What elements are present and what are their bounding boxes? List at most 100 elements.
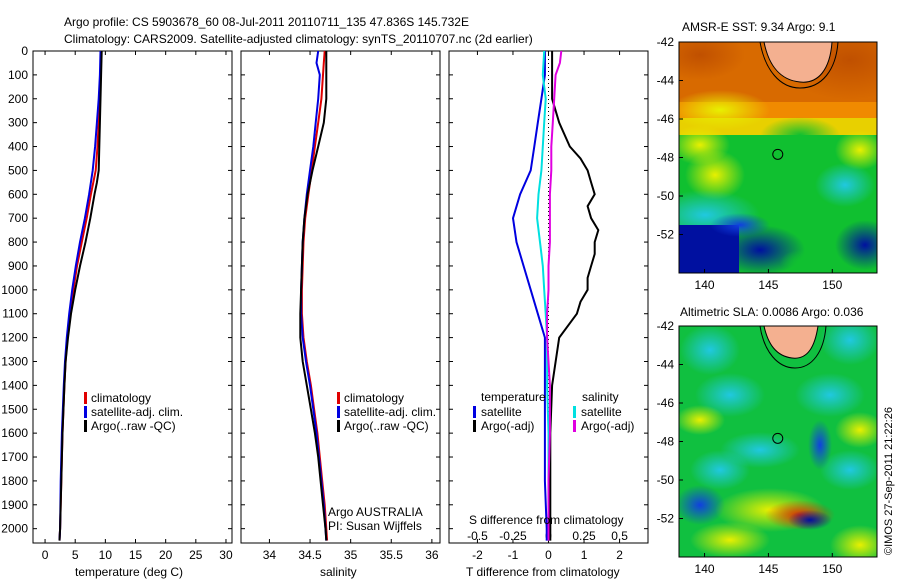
legend-label-s-satellite: satellite (581, 405, 622, 419)
header-title-line1: Argo profile: CS 5903678_60 08-Jul-2011 … (64, 15, 469, 29)
map-y-tick-label: -52 (657, 512, 675, 526)
legend-label-argo: Argo(..raw -QC) (91, 419, 176, 433)
y-tick-label: 1400 (1, 378, 28, 392)
series-line-t-argo-adj- (549, 51, 600, 541)
sst-map-title: AMSR-E SST: 9.34 Argo: 9.1 (682, 20, 836, 34)
legend-swatch-satellite (337, 406, 340, 418)
y-tick-label: 400 (8, 140, 28, 154)
y-tick-label: 1100 (2, 307, 28, 321)
map-x-tick-label: 140 (695, 562, 715, 576)
annotation-argo-australia: Argo AUSTRALIA (328, 505, 423, 519)
y-tick-label: 1700 (1, 450, 28, 464)
map-x-tick-label: 145 (758, 562, 778, 576)
legend-swatch-argo (337, 420, 340, 432)
map-y-tick-label: -48 (657, 151, 675, 165)
x-tick-label: 1 (581, 548, 588, 562)
salinity-legend: climatology satellite-adj. clim. Argo(..… (328, 391, 436, 533)
map-y-tick-label: -48 (657, 435, 675, 449)
x-tick-label: 0 (545, 548, 552, 562)
x-tick-label: 0 (42, 548, 49, 562)
x-axis-title-difference: T difference from climatology (466, 565, 620, 579)
temperature-legend: climatology satellite-adj. clim. Argo(..… (84, 391, 183, 433)
series-line-argo-raw-qc- (58, 50, 103, 541)
header-title-line2: Climatology: CARS2009. Satellite-adjuste… (64, 32, 533, 46)
map-y-tick-label: -42 (657, 319, 675, 333)
s-tick-label: -0.5 (467, 529, 488, 543)
y-tick-label: 1900 (1, 498, 28, 512)
legend-label-climatology: climatology (91, 391, 151, 405)
legend-swatch-t-argo (473, 420, 476, 432)
s-axis-title: S difference from climatology (469, 513, 624, 527)
sla-map-title: Altimetric SLA: 0.0086 Argo: 0.036 (680, 305, 864, 319)
legend-label-climatology: climatology (344, 391, 404, 405)
y-tick-label: 800 (8, 235, 28, 249)
y-tick-label: 2000 (1, 522, 28, 536)
map-x-tick-label: 145 (758, 278, 778, 292)
series-line-t-satellite (511, 51, 548, 541)
s-tick-label: 0.5 (611, 529, 628, 543)
copyright-stamp: ©IMOS 27-Sep-2011 21:22:26 (883, 407, 895, 555)
s-tick-label: 0.25 (572, 529, 596, 543)
x-tick-label: 35.5 (380, 548, 404, 562)
map-y-tick-label: -50 (657, 473, 675, 487)
temperature-panel: 0100200300400500600700800900100011001200… (1, 44, 233, 562)
y-tick-label: 600 (8, 187, 28, 201)
x-tick-label: -1 (508, 548, 519, 562)
annotation-pi: PI: Susan Wijffels (328, 519, 422, 533)
argo-location-marker (772, 148, 784, 160)
salinity-panel: 34 34.5 35 35.5 36 (240, 50, 441, 562)
x-axis-title-salinity: salinity (320, 565, 357, 579)
map-x-tick-label: 150 (822, 278, 842, 292)
x-tick-label: -2 (472, 548, 483, 562)
map-y-tick-label: -42 (657, 35, 675, 49)
x-tick-label: 10 (99, 548, 113, 562)
x-tick-label: 34.5 (298, 548, 322, 562)
x-tick-label: 34 (263, 548, 277, 562)
legend-label-t-argo: Argo(-adj) (481, 419, 534, 433)
y-tick-label: 1300 (1, 354, 28, 368)
y-tick-label: 700 (8, 211, 28, 225)
legend-label-s-argo: Argo(-adj) (581, 419, 634, 433)
y-tick-label: 900 (8, 259, 28, 273)
difference-legend: temperature salinity satellite Argo(-adj… (469, 390, 634, 527)
legend-label-argo: Argo(..raw -QC) (344, 419, 429, 433)
y-tick-label: 100 (8, 68, 28, 82)
x-tick-label: 35 (344, 548, 358, 562)
legend-label-satellite: satellite-adj. clim. (344, 405, 436, 419)
series-line-s-argo-adj- (546, 50, 563, 541)
map-y-tick-label: -44 (657, 74, 675, 88)
sst-map: AMSR-E SST: 9.34 Argo: 9.1 (678, 20, 878, 274)
x-tick-label: 20 (159, 548, 173, 562)
map-x-tick-label: 140 (695, 278, 715, 292)
map-y-tick-label: -52 (657, 228, 675, 242)
x-tick-label: 25 (189, 548, 203, 562)
legend-header-salinity: salinity (582, 390, 619, 404)
x-tick-label: 36 (425, 548, 439, 562)
y-tick-label: 0 (21, 44, 28, 58)
series-line-s-satellite (536, 50, 550, 541)
map-y-tick-label: -46 (657, 112, 675, 126)
legend-header-temperature: temperature (481, 390, 546, 404)
y-tick-label: 1000 (1, 283, 28, 297)
legend-swatch-s-argo (573, 420, 576, 432)
map-y-tick-label: -50 (657, 189, 675, 203)
argo-location-marker (772, 432, 784, 444)
series-line-argo-raw-qc- (299, 51, 328, 541)
y-tick-label: 300 (8, 116, 28, 130)
y-tick-label: 500 (8, 163, 28, 177)
legend-swatch-climatology (84, 392, 87, 404)
legend-swatch-satellite (84, 406, 87, 418)
map-x-tick-label: 150 (822, 562, 842, 576)
legend-swatch-s-satellite (573, 406, 576, 418)
legend-swatch-argo (84, 420, 87, 432)
map-y-tick-label: -46 (657, 396, 675, 410)
x-axis-title-temperature: temperature (deg C) (75, 565, 183, 579)
x-tick-label: 5 (72, 548, 79, 562)
y-tick-label: 1500 (1, 402, 28, 416)
y-tick-label: 1800 (1, 474, 28, 488)
x-tick-label: 2 (616, 548, 623, 562)
legend-label-satellite: satellite-adj. clim. (91, 405, 183, 419)
y-tick-label: 200 (8, 92, 28, 106)
